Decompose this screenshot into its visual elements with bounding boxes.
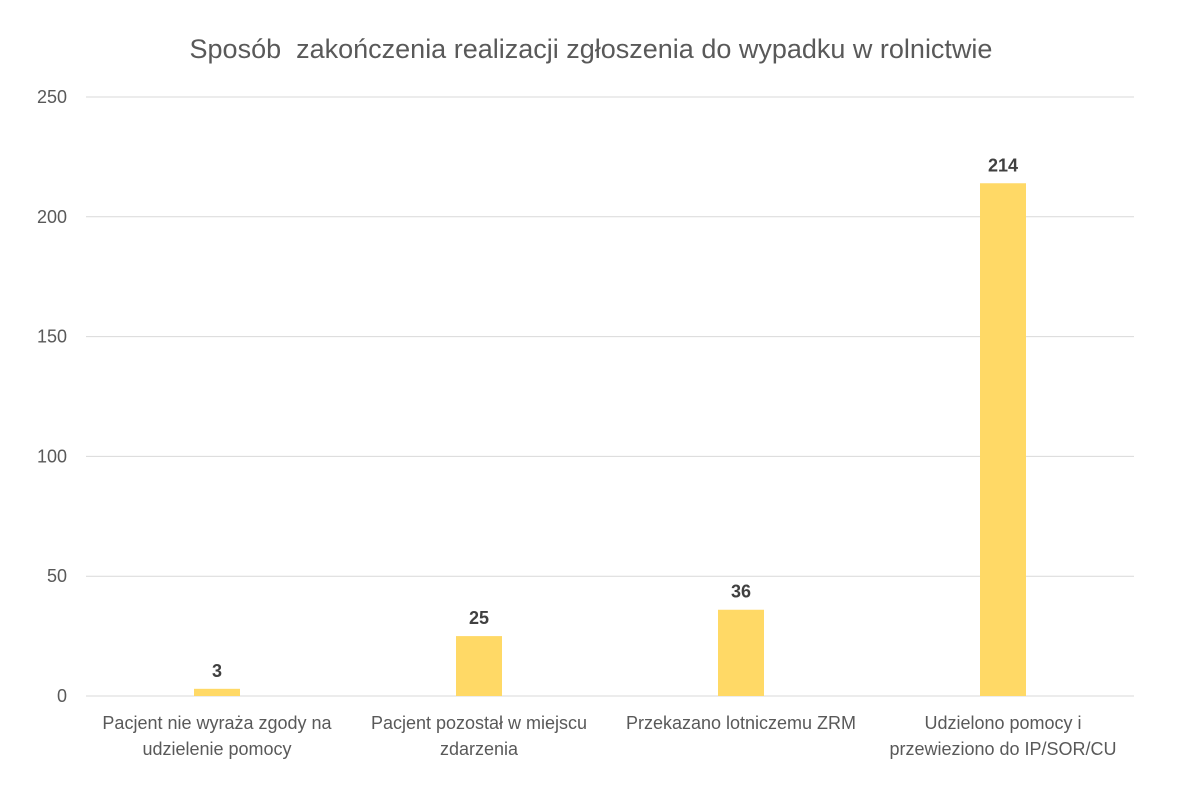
x-tick-label: przewieziono do IP/SOR/CU	[889, 739, 1116, 759]
x-tick-label: udzielenie pomocy	[142, 739, 291, 759]
data-label: 3	[212, 661, 222, 681]
x-tick-label: Pacjent pozostał w miejscu	[371, 713, 587, 733]
x-tick-label: Przekazano lotniczemu ZRM	[626, 713, 856, 733]
bar	[718, 609, 764, 696]
x-tick-label: Udzielono pomocy i	[924, 713, 1081, 733]
chart-title: Sposób zakończenia realizacji zgłoszenia…	[189, 34, 993, 64]
data-label: 36	[731, 582, 751, 602]
x-tick-label: zdarzenia	[440, 739, 519, 759]
data-label: 25	[469, 608, 489, 628]
bar	[980, 183, 1026, 697]
x-tick-label: Pacjent nie wyraża zgody na	[102, 713, 332, 733]
data-label: 214	[988, 155, 1018, 175]
y-tick-label: 100	[37, 446, 67, 466]
bar	[194, 688, 240, 696]
y-tick-label: 0	[57, 686, 67, 706]
y-tick-label: 150	[37, 327, 67, 347]
y-tick-label: 50	[47, 566, 67, 586]
y-tick-label: 250	[37, 87, 67, 107]
y-tick-label: 200	[37, 207, 67, 227]
bar	[456, 636, 502, 696]
